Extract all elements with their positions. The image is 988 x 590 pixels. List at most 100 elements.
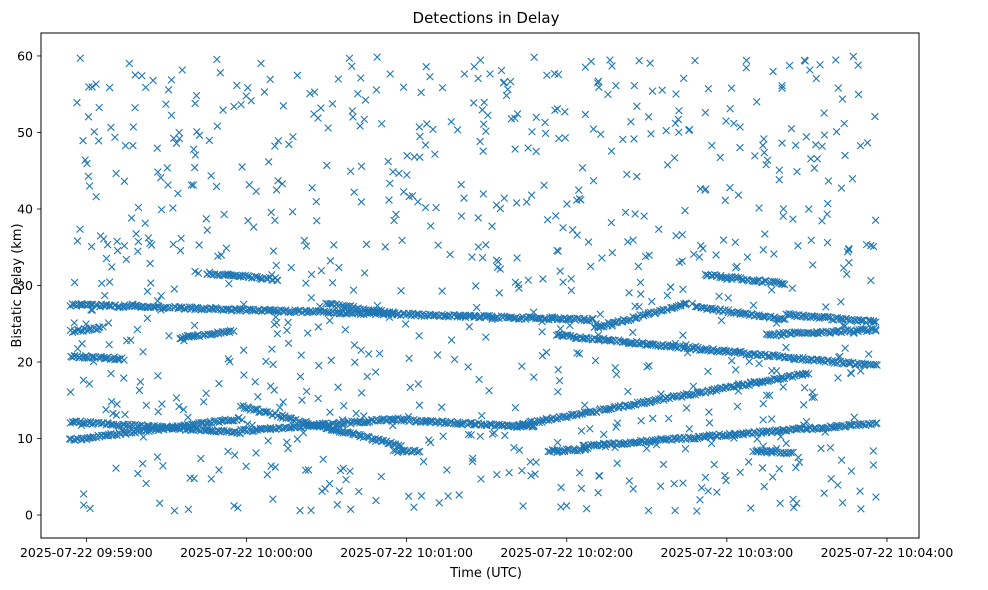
track-detection-point [751,277,760,286]
track-detection-point [636,436,645,445]
clutter-detection-point [268,345,276,353]
track-detection-point [593,335,601,344]
track-detection-point [238,416,246,424]
clutter-detection-point [775,465,784,473]
clutter-detection-point [271,142,279,150]
clutter-detection-point [156,173,165,182]
clutter-detection-point [348,62,356,71]
clutter-detection-point [334,383,342,391]
clutter-detection-point [679,331,687,339]
clutter-detection-point [506,77,515,86]
clutter-detection-point [81,156,89,164]
clutter-detection-point [831,56,840,64]
clutter-detection-point [824,177,833,185]
clutter-detection-point [314,114,322,122]
x-tick-label: 2025-07-22 09:59:00 [20,545,153,560]
clutter-detection-point [289,132,297,141]
track-detection-point [70,351,79,360]
clutter-detection-point [758,464,767,472]
clutter-detection-point [596,130,605,139]
clutter-detection-point [838,95,847,103]
clutter-detection-point [217,251,226,259]
clutter-detection-point [276,403,284,412]
clutter-detection-point [663,291,672,300]
clutter-detection-point [759,246,768,254]
clutter-detection-point [215,466,223,474]
clutter-detection-point [84,172,93,181]
clutter-detection-point [734,387,743,395]
track-detection-point [87,324,95,332]
clutter-detection-point [759,141,767,150]
track-detection-point [236,402,245,411]
clutter-detection-point [222,244,231,252]
clutter-detection-point [761,230,769,238]
clutter-detection-point [572,196,581,204]
clutter-detection-point [163,164,172,172]
clutter-detection-point [601,442,610,451]
clutter-detection-point [580,401,589,409]
clutter-detection-point [349,113,357,121]
clutter-detection-point [147,241,156,249]
clutter-detection-point [333,500,342,509]
clutter-detection-point [471,282,480,290]
clutter-detection-point [540,181,548,190]
track-detection-point [244,273,253,282]
clutter-detection-point [273,329,282,338]
clutter-detection-point [414,380,423,388]
track-detection-point [741,309,750,317]
track-detection-point [247,305,255,314]
clutter-detection-point [293,71,302,80]
clutter-detection-point [95,103,103,112]
track-detection-point [564,445,573,453]
clutter-detection-point [722,476,730,485]
clutter-detection-point [753,435,761,443]
clutter-detection-point [120,241,129,250]
clutter-detection-point [633,172,641,181]
clutter-detection-point [85,182,94,190]
clutter-detection-point [327,356,335,365]
clutter-detection-point [155,499,164,507]
track-detection-point [347,420,355,428]
clutter-detection-point [164,181,172,189]
track-detection-point [682,299,690,307]
clutter-detection-point [415,331,423,340]
track-detection-point [226,326,235,335]
clutter-detection-point [300,236,309,245]
clutter-detection-point [357,162,366,171]
clutter-detection-point [88,83,96,91]
clutter-detection-point [654,225,663,234]
clutter-detection-point [618,135,627,144]
track-detection-point [253,272,262,281]
clutter-detection-point [357,198,366,206]
clutter-detection-point [662,126,671,135]
clutter-detection-point [476,137,484,146]
clutter-detection-point [867,241,875,250]
track-detection-point [222,305,230,313]
clutter-detection-point [70,278,79,287]
clutter-detection-point [457,212,466,220]
clutter-detection-point [359,412,368,420]
track-detection-point [563,331,572,339]
x-axis-label: Time (UTC) [449,566,522,581]
clutter-detection-point [697,241,705,250]
clutter-detection-point [141,83,150,92]
clutter-detection-point [838,498,847,507]
clutter-detection-point [551,106,559,115]
track-detection-point [624,316,633,324]
track-detection-point [802,369,810,377]
clutter-detection-point [631,210,639,218]
clutter-detection-point [131,103,139,112]
clutter-detection-point [587,57,595,66]
clutter-detection-point [543,71,551,80]
y-axis-ticks: 0 10 20 30 40 50 60 [17,48,41,523]
clutter-detection-point [87,242,96,251]
track-detection-point [873,419,881,427]
track-detection-point [284,414,293,422]
clutter-detection-point [555,376,564,385]
clutter-detection-point [296,372,305,381]
clutter-detection-point [455,311,463,319]
clutter-detection-point [559,223,567,232]
clutter-detection-point [392,210,400,219]
clutter-detection-point [159,462,167,470]
track-detection-point [681,300,690,309]
